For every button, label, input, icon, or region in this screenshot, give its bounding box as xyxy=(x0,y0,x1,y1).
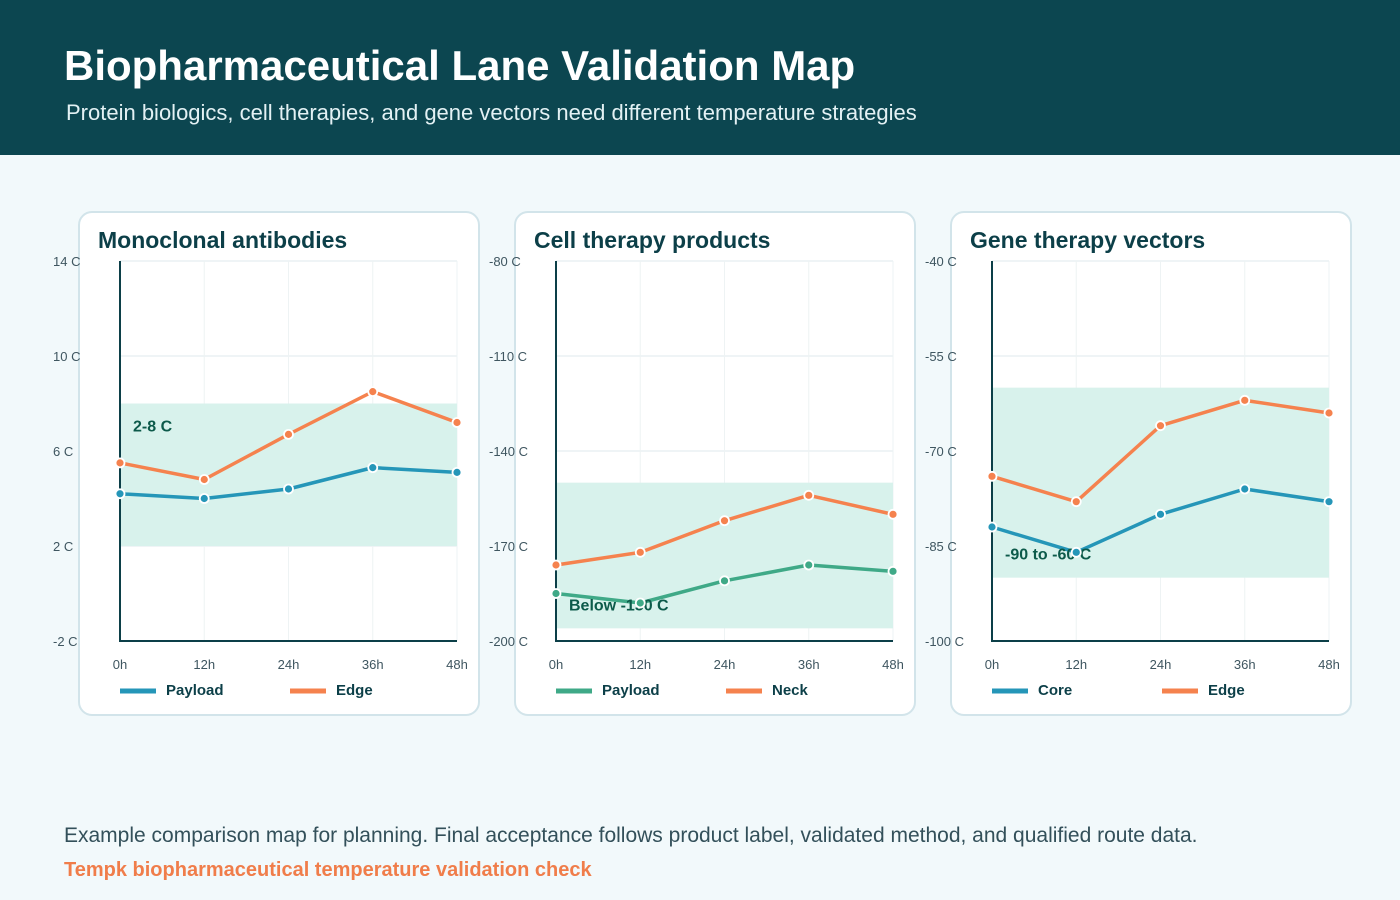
data-point xyxy=(1239,483,1251,495)
data-point xyxy=(986,521,998,533)
data-point xyxy=(1070,496,1082,508)
x-tick-label: 0h xyxy=(549,657,563,672)
band-label: -90 to -60 C xyxy=(1005,547,1092,564)
data-point xyxy=(114,488,126,500)
y-tick-label: 10 C xyxy=(53,349,80,364)
y-tick-label: 6 C xyxy=(53,444,73,459)
y-tick-label: -100 C xyxy=(925,634,964,649)
data-point xyxy=(803,559,815,571)
data-point xyxy=(1155,420,1166,432)
line-chart: -80 C -110 C -140 C -170 C -200 C 0h 12h 24h 36h… xyxy=(489,254,904,699)
chart-panel-monoclonal: Monoclonal antibodies 14 C 10 C 6 C 2 C -2 C… xyxy=(53,211,480,716)
data-point xyxy=(719,575,730,587)
x-tick-label: 12h xyxy=(629,657,651,672)
legend-label: Neck xyxy=(772,682,809,699)
line-chart: -40 C -55 C -70 C -85 C -100 C 0h 12h 24h 36h 48h… xyxy=(925,254,1340,699)
x-tick-label: 36h xyxy=(1234,657,1256,672)
chart-title: Monoclonal antibodies xyxy=(98,227,348,253)
page-subtitle: Protein biologics, cell therapies, and g… xyxy=(66,100,917,125)
legend-label: Core xyxy=(1038,682,1072,699)
x-tick-label: 48h xyxy=(1318,657,1340,672)
data-point xyxy=(198,493,210,504)
data-point xyxy=(367,386,379,398)
y-tick-label: -55 C xyxy=(925,349,957,364)
data-point xyxy=(198,474,210,485)
x-tick-label: 48h xyxy=(446,657,468,672)
x-tick-label: 12h xyxy=(1065,657,1087,672)
legend-label: Edge xyxy=(336,682,373,699)
data-point xyxy=(887,508,899,520)
y-tick-label: -170 C xyxy=(489,539,528,554)
y-tick-label: -70 C xyxy=(925,444,957,459)
y-tick-label: -40 C xyxy=(925,254,957,269)
legend-label: Payload xyxy=(602,682,660,699)
x-tick-label: 24h xyxy=(278,657,300,672)
y-tick-label: 2 C xyxy=(53,539,73,554)
data-point xyxy=(1239,394,1251,406)
footer-brand: Tempk biopharmaceutical temperature vali… xyxy=(64,859,592,881)
data-point xyxy=(887,565,899,577)
band-label: Below -150 C xyxy=(569,597,669,614)
data-point xyxy=(550,588,562,599)
data-point xyxy=(634,546,646,558)
data-point xyxy=(1155,508,1166,520)
data-point xyxy=(1070,546,1082,558)
data-point xyxy=(550,559,562,571)
chart-title: Cell therapy products xyxy=(534,227,771,253)
target-band xyxy=(992,387,1329,578)
data-point xyxy=(986,470,998,482)
data-point xyxy=(283,483,294,495)
y-tick-label: -110 C xyxy=(489,349,527,364)
data-point xyxy=(451,417,463,428)
chart-title: Gene therapy vectors xyxy=(970,227,1206,253)
chart-panel-gene-therapy: Gene therapy vectors -40 C -55 C -70 C -85 … xyxy=(925,211,1352,716)
legend-label: Payload xyxy=(166,682,224,699)
data-point xyxy=(803,489,815,501)
y-tick-label: 14 C xyxy=(53,254,80,269)
chart-panel-cell-therapy: Cell therapy products -80 C -110 C -140 C-… xyxy=(489,211,916,716)
line-chart: 14 C 10 C 6 C 2 C -2 C 0h 12h 24h 36h 48h 2-8 C Pay… xyxy=(53,254,468,699)
x-tick-label: 48h xyxy=(882,657,904,672)
data-point xyxy=(719,515,730,527)
x-tick-label: 12h xyxy=(193,657,215,672)
y-tick-label: -80 C xyxy=(489,254,521,269)
page-header: Biopharmaceutical Lane Validation Map Pr… xyxy=(0,0,1400,155)
data-point xyxy=(367,462,379,474)
data-point xyxy=(1323,496,1335,508)
y-tick-label: -85 C xyxy=(925,539,957,554)
data-point xyxy=(114,457,126,469)
legend-label: Edge xyxy=(1208,682,1245,699)
x-tick-label: 0h xyxy=(113,657,127,672)
y-tick-label: -200 C xyxy=(489,634,528,649)
y-tick-label: -140 C xyxy=(489,444,528,459)
page-title: Biopharmaceutical Lane Validation Map xyxy=(64,42,856,89)
x-tick-label: 0h xyxy=(985,657,999,672)
data-point xyxy=(634,597,646,609)
data-point xyxy=(1323,407,1335,419)
y-tick-label: -2 C xyxy=(53,634,78,649)
data-point xyxy=(283,428,294,440)
x-tick-label: 24h xyxy=(1150,657,1172,672)
x-tick-label: 36h xyxy=(798,657,820,672)
x-tick-label: 24h xyxy=(714,657,736,672)
band-label: 2-8 C xyxy=(133,419,173,436)
x-tick-label: 36h xyxy=(362,657,384,672)
data-point xyxy=(451,466,463,478)
footer-note: Example comparison map for planning. Fin… xyxy=(64,824,1198,847)
